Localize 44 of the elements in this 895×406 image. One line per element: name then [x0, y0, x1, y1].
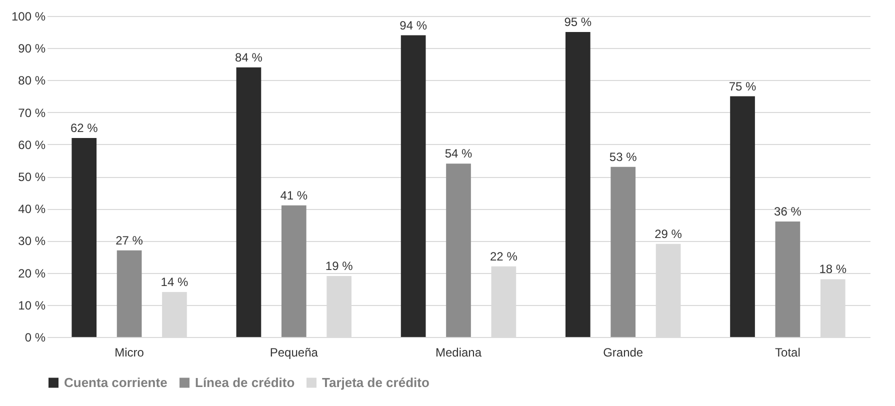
data-label: 36 % [774, 204, 802, 218]
data-label: 19 % [325, 259, 354, 274]
x-tick-label: Pequeña [270, 346, 318, 360]
data-label: 22 % [490, 249, 518, 264]
y-tick-label: 80 % [18, 74, 46, 88]
bar [72, 138, 97, 337]
data-label: 18 % [819, 262, 847, 276]
y-tick-label: 100 % [11, 10, 46, 24]
bar [116, 250, 142, 337]
y-tick-label: 0 % [24, 330, 46, 344]
y-tick-label: 20 % [18, 266, 46, 280]
bar [446, 164, 471, 337]
data-label: 95 % [564, 15, 592, 30]
bar [281, 205, 306, 337]
y-tick-label: 30 % [18, 234, 46, 248]
x-tick-label: Micro [114, 346, 144, 360]
data-label: 27 % [116, 233, 144, 248]
data-label: 53 % [609, 150, 638, 164]
y-tick-label: 10 % [18, 298, 46, 312]
data-label: 41 % [280, 188, 308, 202]
y-tick-label: 70 % [18, 106, 46, 120]
data-label: 94 % [400, 18, 428, 32]
data-label: 75 % [728, 79, 757, 94]
data-label: 84 % [235, 50, 263, 64]
data-label: 54 % [444, 146, 472, 161]
bar [610, 166, 636, 337]
legend-label: Tarjeta de crédito [322, 374, 430, 390]
y-tick-label: 60 % [18, 138, 46, 152]
data-label: 29 % [654, 226, 682, 241]
bar [565, 32, 590, 337]
y-tick-label: 50 % [18, 170, 46, 184]
bar [730, 96, 755, 337]
data-label: 62 % [70, 120, 98, 135]
x-tick-label: Grande [603, 346, 644, 360]
legend-label: Cuenta corriente [64, 374, 168, 390]
bar [400, 35, 426, 337]
x-tick-label: Mediana [435, 346, 482, 360]
bar [236, 67, 262, 337]
legend-label: Línea de crédito [195, 374, 295, 390]
bar [775, 221, 800, 337]
data-label: 14 % [160, 275, 188, 290]
y-tick-label: 90 % [18, 42, 46, 56]
x-tick-label: Total [775, 346, 800, 360]
y-tick-label: 40 % [18, 202, 46, 216]
